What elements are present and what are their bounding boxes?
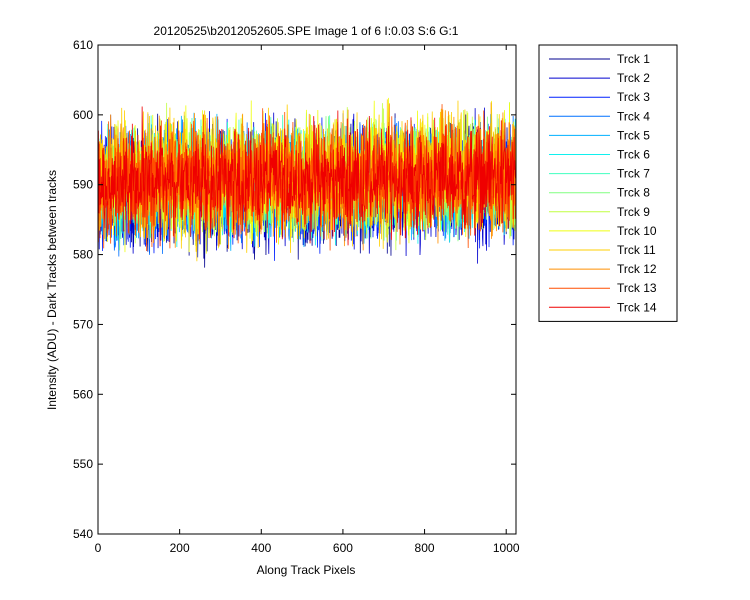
x-tick-label: 1000 xyxy=(493,541,520,555)
y-axis-label: Intensity (ADU) - Dark Tracks between tr… xyxy=(45,170,59,410)
legend-label: Trck 13 xyxy=(617,281,657,295)
x-tick-label: 0 xyxy=(95,541,102,555)
legend-label: Trck 1 xyxy=(617,52,650,66)
legend-label: Trck 8 xyxy=(617,186,650,200)
y-tick-label: 550 xyxy=(73,457,93,471)
legend-label: Trck 9 xyxy=(617,205,650,219)
series-layer xyxy=(97,97,517,268)
series-line xyxy=(97,106,517,247)
legend-label: Trck 14 xyxy=(617,300,657,314)
plot-area xyxy=(98,45,516,534)
y-tick-label: 580 xyxy=(73,248,93,262)
y-tick-label: 610 xyxy=(73,38,93,52)
y-axis: 540 550 560 570 580 590 600 610 xyxy=(73,38,516,541)
legend-label: Trck 3 xyxy=(617,90,650,104)
x-tick-label: 600 xyxy=(333,541,353,555)
y-tick-label: 540 xyxy=(73,527,93,541)
x-axis-label: Along Track Pixels xyxy=(257,563,356,577)
legend: Trck 1 Trck 2 Trck 3 Trck 4 Trck 5 Trck 6 Trck… xyxy=(538,44,678,322)
legend-box xyxy=(538,44,678,322)
legend-label: Trck 2 xyxy=(617,71,650,85)
chart-title: 20120525\b2012052605.SPE Image 1 of 6 I:… xyxy=(154,24,459,38)
legend-label: Trck 11 xyxy=(617,243,656,257)
x-tick-label: 400 xyxy=(251,541,271,555)
legend-label: Trck 10 xyxy=(617,224,657,238)
y-tick-label: 600 xyxy=(73,108,93,122)
legend-label: Trck 7 xyxy=(617,167,650,181)
legend-label: Trck 4 xyxy=(617,109,650,123)
y-tick-label: 570 xyxy=(73,317,93,331)
x-tick-label: 200 xyxy=(170,541,190,555)
y-tick-label: 590 xyxy=(73,178,93,192)
plot-frame xyxy=(97,44,517,535)
legend-label: Trck 5 xyxy=(617,128,650,142)
y-tick-label: 560 xyxy=(73,387,93,401)
legend-label: Trck 12 xyxy=(617,262,657,276)
x-axis: 0 200 400 600 800 1000 xyxy=(95,45,520,555)
x-tick-label: 800 xyxy=(415,541,435,555)
legend-label: Trck 6 xyxy=(617,148,650,162)
